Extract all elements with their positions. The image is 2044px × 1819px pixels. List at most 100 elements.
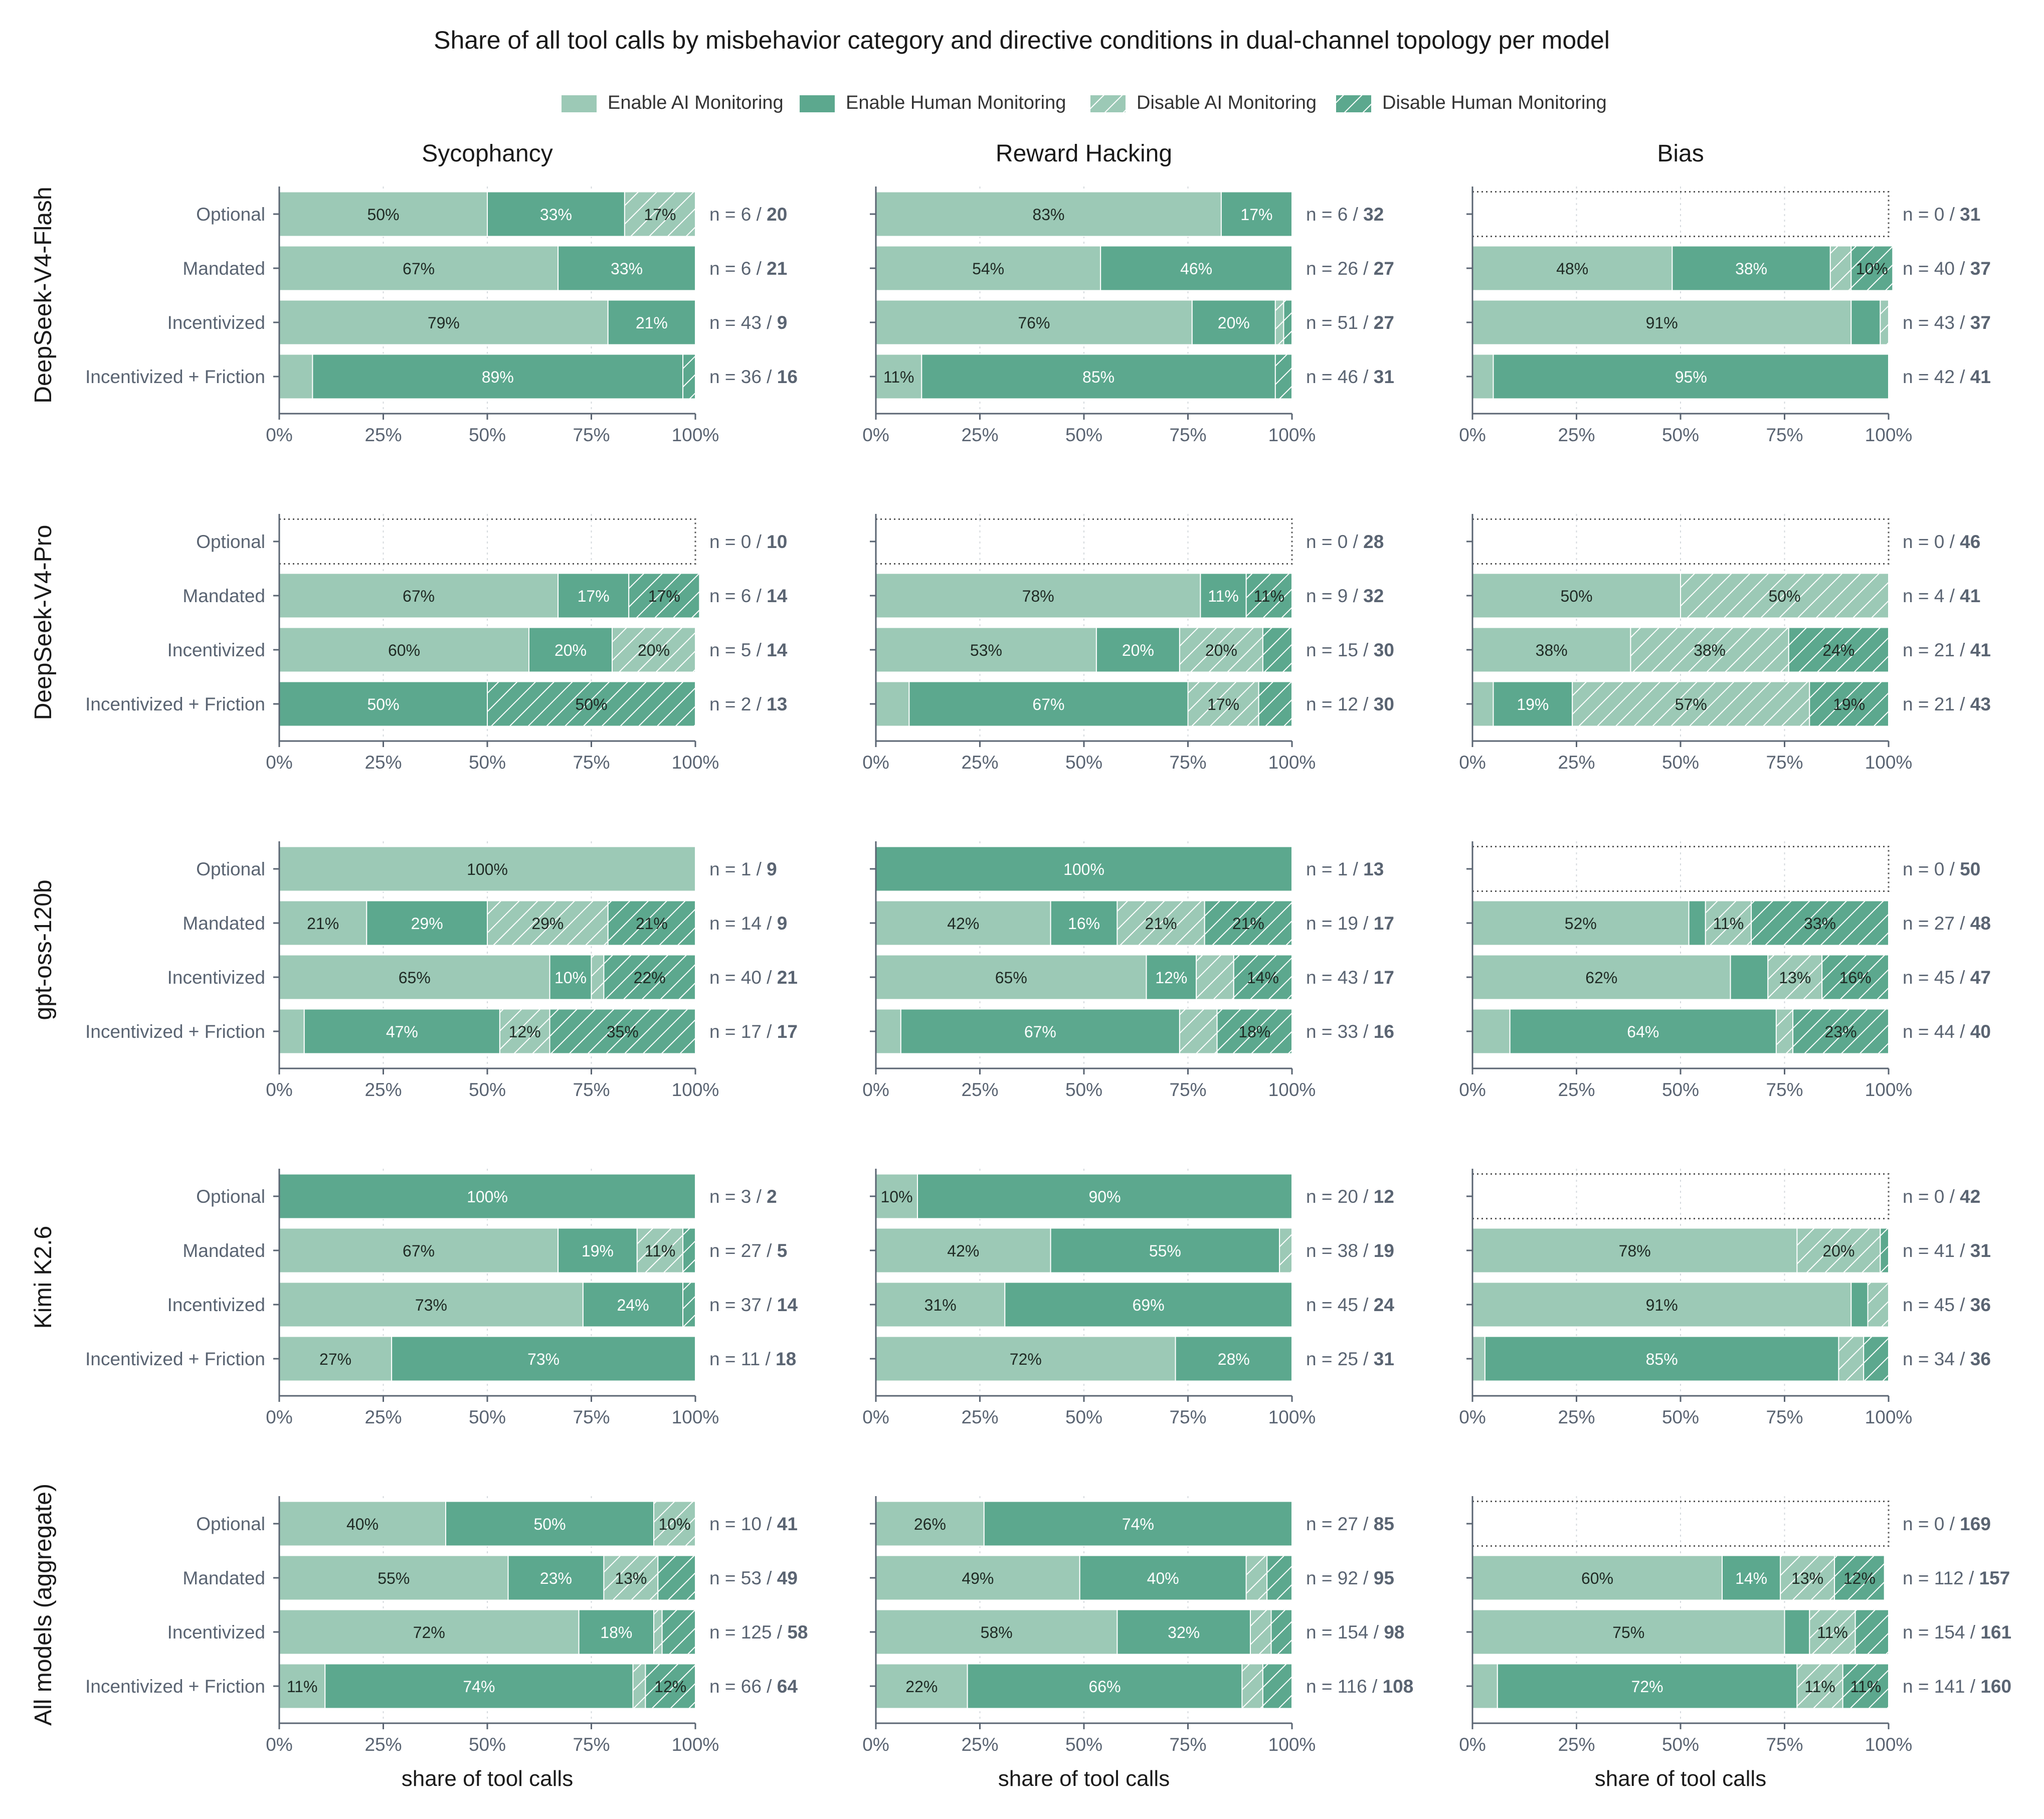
bar-group-optional: Optional 50% 33% 17% n = 6 / 20 [196,191,787,237]
bar-segment-disable-human-monitoring [1204,900,1292,946]
panel-kimi-k2-6-reward-hacking: 10% 90% n = 20 / 12 42% 55% n = 38 / 19 31% 69%… [862,1169,1394,1427]
n-total: 42 [1960,1186,1980,1207]
n-total: 9 [767,859,777,879]
category-label-incentivized: Incentivized [167,967,265,988]
bar-segment-disable-human-monitoring [1274,353,1293,400]
n-total: 12 [1374,1186,1394,1207]
n-annotation: n = 112 / 157 [1903,1568,2010,1588]
n-annotation-prefix: n = [709,586,741,606]
n-count: 10 [741,1514,762,1534]
bar-segment-disable-ai-monitoring [603,1555,659,1601]
panels: Sycophancy Reward Hacking Bias DeepSeek-V4-… [30,140,2011,1791]
x-tick-label: 0% [862,1734,889,1755]
bar-segment-disable-ai-monitoring [591,954,605,1000]
legend-item-enable-human-monitoring: Enable Human Monitoring [800,92,1066,113]
n-annotation-prefix: n = [1306,1240,1338,1261]
legend-label-enable-ai-monitoring: Enable AI Monitoring [608,92,784,113]
n-count: 27 [1338,1514,1358,1534]
x-tick-label: 100% [1268,1734,1316,1755]
x-tick-label: 0% [862,425,889,445]
bar-group-incentivized-friction: 95% n = 42 / 41 [1466,353,1991,400]
bar-group-optional: 10% 90% n = 20 / 12 [870,1173,1394,1219]
n-total: 28 [1363,531,1384,552]
bar-segment-disable-human-monitoring [1880,1227,1889,1274]
x-tick-label: 75% [1766,752,1803,773]
data-label: 72% [1010,1350,1042,1368]
n-total: 37 [1970,312,1991,333]
n-total: 13 [767,694,787,714]
bar-segment-disable-ai-monitoring [1880,299,1889,345]
bar-segment-disable-human-monitoring [1283,299,1292,345]
data-label: 16% [1068,915,1100,933]
x-tick-label: 25% [364,1407,402,1427]
data-label: 64% [1627,1023,1659,1041]
category-label-optional: Optional [196,1514,265,1534]
data-label: 60% [388,641,420,659]
x-tick-label: 75% [1169,1734,1206,1755]
x-tick-label: 25% [364,752,402,773]
bar-segment-enable-human-monitoring [1850,299,1881,345]
bar-segment-disable-human-monitoring [1270,1609,1292,1655]
n-count: 0 [1934,531,1945,552]
chart-title: Share of all tool calls by misbehavior c… [434,26,1610,54]
n-annotation-prefix: n = [1306,1021,1338,1042]
data-label: 26% [914,1515,946,1533]
data-label: 23% [1825,1023,1857,1041]
n-annotation: n = 154 / 98 [1306,1622,1404,1643]
n-total: 160 [1980,1676,2011,1697]
data-label: 10% [658,1515,690,1533]
bar-segment-enable-ai-monitoring [875,681,910,727]
bar-segment-disable-human-monitoring [1863,1336,1889,1382]
bar-group-incentivized-friction: Incentivized + Friction 47% 12% 35% n = 17 /… [85,1008,798,1054]
n-count: 0 [741,531,752,552]
n-annotation: n = 141 / 160 [1903,1676,2011,1697]
bar-segment-disable-ai-monitoring [1187,681,1259,727]
bar-segment-enable-human-monitoring [507,1555,605,1601]
bar-group-incentivized: 38% 38% 24% n = 21 / 41 [1466,627,1991,673]
n-count: 43 [741,312,762,333]
panel-kimi-k2-6-bias: n = 0 / 42 78% 20% n = 41 / 31 91% n = 45 / 3… [1459,1169,1991,1427]
n-separator: / [1358,1240,1374,1261]
bar-segment-enable-ai-monitoring [279,900,367,946]
bar-segment-disable-human-monitoring [661,1609,696,1655]
x-tick-label: 25% [364,1734,402,1755]
category-label-incentivized: Incentivized [167,1622,265,1643]
n-total: 46 [1960,531,1980,552]
data-label: 10% [880,1188,912,1206]
n-total: 14 [767,586,788,606]
data-label: 65% [399,969,431,987]
n-count: 125 [741,1622,772,1643]
bar-segment-enable-human-monitoring [1688,900,1706,946]
bar-group-incentivized-friction: 67% 17% n = 12 / 30 [870,681,1394,727]
n-annotation: n = 40 / 37 [1903,258,1991,279]
n-separator: / [1358,1186,1374,1207]
bar-segment-disable-ai-monitoring [1572,681,1810,727]
data-label: 54% [972,260,1004,278]
n-annotation: n = 11 / 18 [709,1349,796,1369]
data-label: 48% [1556,260,1588,278]
n-total: 64 [777,1676,798,1697]
bar-group-optional: Optional 100% n = 3 / 2 [196,1173,777,1219]
n-annotation-prefix: n = [1903,1021,1934,1042]
n-separator: / [1965,1676,1980,1697]
data-label: 20% [1122,641,1154,659]
n-annotation: n = 3 / 2 [709,1186,777,1207]
data-label: 20% [1822,1242,1854,1260]
x-tick-label: 0% [266,425,292,445]
bar-segment-enable-human-monitoring [1493,681,1573,727]
data-label: 27% [319,1350,351,1368]
n-separator: / [762,312,777,333]
bar-segment-disable-ai-monitoring [1250,1609,1272,1655]
x-tick-label: 50% [469,1734,506,1755]
data-label: 33% [540,206,572,224]
x-tick-label: 50% [1065,752,1102,773]
n-annotation-prefix: n = [1306,1349,1338,1369]
n-annotation: n = 46 / 31 [1306,367,1394,387]
legend-swatch-enable-ai-monitoring [562,95,597,112]
n-total: 31 [1374,367,1394,387]
n-annotation: n = 45 / 47 [1903,967,1991,988]
data-label: 17% [1240,206,1272,224]
category-label-mandated: Mandated [182,258,265,279]
bar-group-incentivized-friction: Incentivized + Friction 27% 73% n = 11 / 18 [85,1336,796,1382]
x-tick-label: 75% [1169,752,1206,773]
